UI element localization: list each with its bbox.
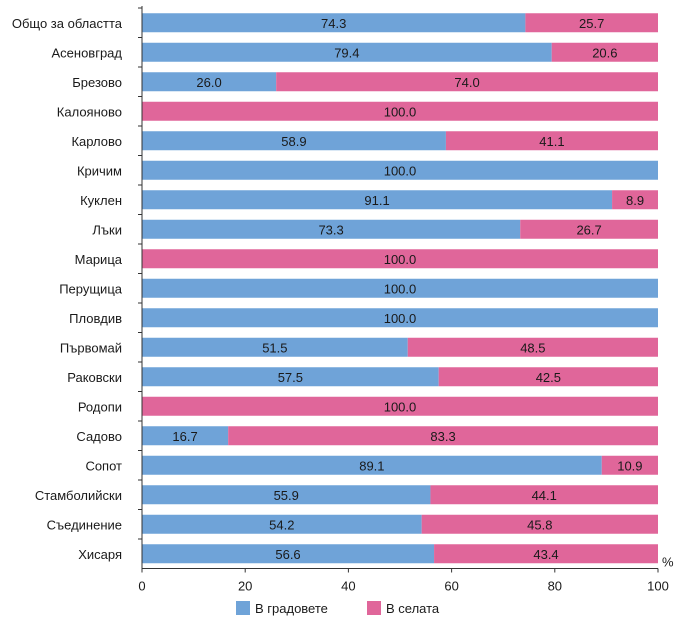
category-label: Пловдив [69, 311, 122, 326]
data-label: 100.0 [384, 163, 417, 178]
bar-segment [142, 455, 602, 475]
category-label: Първомай [60, 340, 122, 355]
category-label: Асеновград [51, 45, 122, 60]
bar-segment [142, 160, 658, 180]
bar-segment [142, 219, 521, 239]
bars-layer: 74.3 25.7 79.4 20.6 26.0 74.0 100.0 58.9 41.1 100… [142, 13, 658, 564]
data-label: 44.1 [532, 488, 557, 503]
data-label: 56.6 [275, 547, 300, 562]
data-label: 74.0 [454, 75, 479, 90]
category-label: Кричим [77, 163, 122, 178]
bar-segment [142, 101, 658, 121]
data-label: 26.7 [576, 222, 601, 237]
legend-swatch [236, 601, 250, 615]
bar-segment [142, 485, 431, 505]
bar-segment [142, 278, 658, 298]
legend-swatch [367, 601, 381, 615]
data-label: 57.5 [278, 370, 303, 385]
bar-segment [142, 72, 277, 92]
data-label: 10.9 [617, 458, 642, 473]
data-label: 74.3 [321, 16, 346, 31]
bar-segment [601, 455, 658, 475]
data-label: 100.0 [384, 281, 417, 296]
bar-segment [421, 514, 658, 534]
legend: В градовете В селата [236, 601, 440, 616]
x-tick-label: 40 [341, 579, 355, 594]
x-tick-label: 80 [548, 579, 562, 594]
axes-layer: Общо за областта Асеновград Брезово Калояно… [12, 6, 674, 594]
data-label: 41.1 [539, 134, 564, 149]
data-label: 83.3 [430, 429, 455, 444]
category-label: Куклен [80, 193, 122, 208]
category-label: Родопи [78, 399, 122, 414]
bar-segment [142, 544, 435, 564]
data-label: 20.6 [592, 45, 617, 60]
data-label: 26.0 [196, 75, 221, 90]
data-label: 100.0 [384, 104, 417, 119]
x-tick-label: 60 [444, 579, 458, 594]
legend-label: В градовете [255, 601, 328, 616]
category-label: Общо за областта [12, 16, 123, 31]
data-label: 55.9 [274, 488, 299, 503]
data-label: 51.5 [262, 340, 287, 355]
legend-label: В селата [386, 601, 440, 616]
category-label: Калояново [57, 104, 122, 119]
bar-segment [430, 485, 658, 505]
data-label: 89.1 [359, 458, 384, 473]
data-label: 16.7 [172, 429, 197, 444]
bar-segment [142, 131, 446, 151]
bar-segment [445, 131, 658, 151]
bar-segment [434, 544, 658, 564]
category-label: Хисаря [78, 547, 122, 562]
bar-segment [142, 308, 658, 328]
category-label: Сопот [85, 458, 122, 473]
bar-segment [612, 190, 658, 210]
bar-segment [228, 426, 658, 446]
category-label: Лъки [92, 222, 122, 237]
category-label: Садово [76, 429, 122, 444]
data-label: 42.5 [536, 370, 561, 385]
category-label: Брезово [72, 75, 122, 90]
bar-segment [142, 13, 526, 33]
data-label: 8.9 [626, 193, 644, 208]
x-tick-label: 100 [647, 579, 669, 594]
data-label: 43.4 [533, 547, 558, 562]
bar-segment [525, 13, 658, 33]
data-label: 91.1 [364, 193, 389, 208]
bar-segment [551, 42, 658, 62]
category-label: Раковски [67, 370, 122, 385]
bar-segment [142, 396, 658, 416]
data-label: 58.9 [281, 134, 306, 149]
data-label: 100.0 [384, 311, 417, 326]
bar-segment [276, 72, 658, 92]
data-label: 25.7 [579, 16, 604, 31]
data-label: 100.0 [384, 399, 417, 414]
data-label: 73.3 [318, 222, 343, 237]
bar-segment [142, 190, 613, 210]
bar-segment [407, 337, 658, 357]
x-axis-unit: % [662, 555, 674, 570]
category-label: Карлово [71, 134, 122, 149]
data-label: 54.2 [269, 517, 294, 532]
x-tick-label: 20 [238, 579, 252, 594]
category-label: Съединение [47, 517, 122, 532]
data-label: 100.0 [384, 252, 417, 267]
bar-segment [142, 42, 552, 62]
data-label: 45.8 [527, 517, 552, 532]
bar-segment [142, 514, 422, 534]
bar-segment [142, 426, 229, 446]
x-tick-label: 0 [138, 579, 145, 594]
data-label: 48.5 [520, 340, 545, 355]
category-label: Марица [75, 252, 123, 267]
data-label: 79.4 [334, 45, 359, 60]
bar-segment [142, 249, 658, 269]
bar-segment [520, 219, 658, 239]
bar-segment [438, 367, 658, 387]
category-label: Стамболийски [35, 488, 122, 503]
bar-segment [142, 337, 408, 357]
bar-segment [142, 367, 439, 387]
category-label: Перущица [59, 281, 123, 296]
